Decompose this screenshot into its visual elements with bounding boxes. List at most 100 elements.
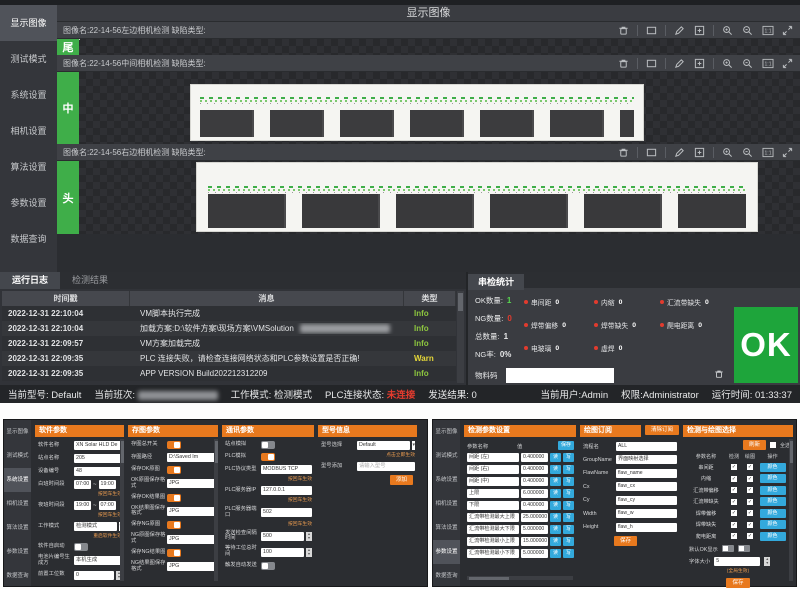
clear-subscribe-button[interactable]: 清除订阅 [644,425,679,435]
sidebar-item[interactable]: 数据查询 [10,234,47,244]
toggle-switch[interactable] [261,453,275,461]
delete-icon[interactable] [617,146,630,159]
param-value[interactable]: 5.000000 [521,525,548,534]
model-add-input[interactable]: 请输入型号 [357,462,415,471]
param-name[interactable]: 下限 [467,501,519,510]
add-model-button[interactable]: 添加 [389,475,413,485]
toggle-switch[interactable] [74,543,88,551]
image-viewport[interactable] [79,72,800,144]
rect-select-icon[interactable] [645,24,658,37]
sidebar-item[interactable]: 相机设置 [6,501,29,507]
color-button[interactable]: 颜色 [759,520,786,529]
field-value[interactable]: XN Solar HLD De [74,441,122,450]
refresh-button[interactable]: 刷新 [742,440,766,450]
log-row[interactable]: 2022-12-31 22:10:04 加载方案:D:\软件方案\现场方案\VM… [2,321,456,336]
detect-checkbox[interactable] [731,521,737,528]
save-subscribe-button[interactable]: 保存 [614,535,638,546]
sidebar-item[interactable]: 测试模式 [6,453,29,459]
toggle-switch[interactable] [261,561,275,570]
sidebar-item[interactable]: 显示图像 [435,429,458,435]
clear-material-icon[interactable] [714,366,724,384]
log-row[interactable]: 2022-12-31 22:09:57 VM方案加载完成 Info [2,336,456,351]
field-value[interactable]: 127.0.0.1 [261,486,312,495]
log-tab[interactable]: 检测结果 [72,275,109,285]
panel-scrollbar[interactable] [120,439,124,581]
sidebar-item[interactable]: 显示图像 [0,5,57,41]
draw-checkbox[interactable] [747,510,753,516]
spinner-buttons[interactable]: ▴ ▾ [116,569,122,580]
draw-checkbox[interactable] [747,498,753,505]
toggle-switch[interactable] [167,548,181,557]
detect-checkbox[interactable] [731,510,737,516]
write-param-button[interactable]: 写 [562,489,574,498]
field-value[interactable]: 界面映射选择 [616,455,677,464]
field-value[interactable]: 502 [261,508,312,518]
add-box-icon[interactable] [693,146,706,159]
delete-icon[interactable] [617,24,630,37]
param-name[interactable]: 间距 (中) [467,477,519,486]
sidebar-item[interactable]: 数据查询 [435,573,458,579]
scrollbar-thumb[interactable] [120,441,124,463]
sidebar-item[interactable]: 系统设置 [4,468,31,492]
toggle-switch[interactable] [167,521,181,530]
read-param-button[interactable]: 读 [549,477,561,486]
sidebar-item[interactable]: 相机设置 [435,501,458,507]
chevron-down-icon[interactable]: ▾ [412,441,415,450]
field-value[interactable]: flaw_w [616,509,677,518]
scrollbar-thumb[interactable] [214,441,218,463]
field-value[interactable]: 本机生成 [74,556,122,566]
param-name[interactable]: 上限 [467,489,519,498]
scrollbar-thumb[interactable] [789,441,793,463]
field-value[interactable]: JPG [167,506,216,516]
write-param-button[interactable]: 写 [562,477,574,486]
color-button[interactable]: 颜色 [759,497,786,506]
sidebar-item[interactable]: 算法设置 [10,162,47,172]
write-param-button[interactable]: 写 [562,537,574,546]
sidebar-item[interactable]: 测试模式 [435,453,458,459]
read-param-button[interactable]: 读 [549,513,561,522]
color-button[interactable]: 颜色 [759,508,786,518]
param-name[interactable]: 汇流带检测最小下限 [467,549,519,558]
read-param-button[interactable]: 读 [549,465,561,474]
field-value[interactable]: 检测模式 [74,522,118,531]
toggle-switch[interactable] [167,466,181,474]
detect-checkbox[interactable] [731,487,737,493]
field-value[interactable]: JPG [167,562,216,572]
toggle-switch[interactable] [167,441,181,449]
field-value[interactable]: flaw_name [616,468,677,478]
param-name[interactable]: 间距 (左) [467,453,519,462]
range-start[interactable]: 19:00 [74,501,91,510]
panel-scrollbar[interactable] [789,439,793,581]
toggle-switch[interactable] [721,545,734,552]
spinner-buttons[interactable]: ▴ ▾ [764,555,771,566]
read-param-button[interactable]: 读 [549,501,561,510]
material-code-input[interactable] [505,367,614,383]
edit-icon[interactable] [673,146,686,159]
toggle-switch[interactable] [261,441,275,449]
detect-checkbox[interactable] [731,533,737,539]
zoom-out-icon[interactable] [741,146,754,159]
scrollbar-thumb[interactable] [469,576,509,580]
model-select[interactable]: Default [357,441,411,450]
edit-icon[interactable] [673,57,686,70]
image-viewport[interactable] [79,39,800,55]
spinner-buttons[interactable]: ▴ ▾ [306,530,312,541]
save-draw-button[interactable]: 保存 [726,577,750,588]
detect-checkbox[interactable] [731,475,737,482]
param-value[interactable]: 5.000000 [521,549,548,558]
log-scrollbar[interactable] [457,291,464,383]
range-end[interactable]: 07:00 [98,501,116,510]
field-value[interactable]: JPG [167,534,216,544]
save-params-button[interactable]: 保存 [557,441,574,450]
sidebar-item[interactable]: 算法设置 [6,525,29,531]
log-tab[interactable]: 运行日志 [0,272,61,289]
one-to-one-icon[interactable]: 1:1 [761,57,774,70]
field-value[interactable]: 500 [261,531,304,541]
edit-icon[interactable] [673,24,686,37]
param-value[interactable]: 25.000000 [521,513,548,522]
select-all-checkbox[interactable] [769,442,776,448]
zoom-in-icon[interactable] [721,57,734,70]
field-value[interactable]: 0 [74,570,114,580]
zoom-in-icon[interactable] [721,146,734,159]
sidebar-item[interactable]: 参数设置 [10,198,47,208]
